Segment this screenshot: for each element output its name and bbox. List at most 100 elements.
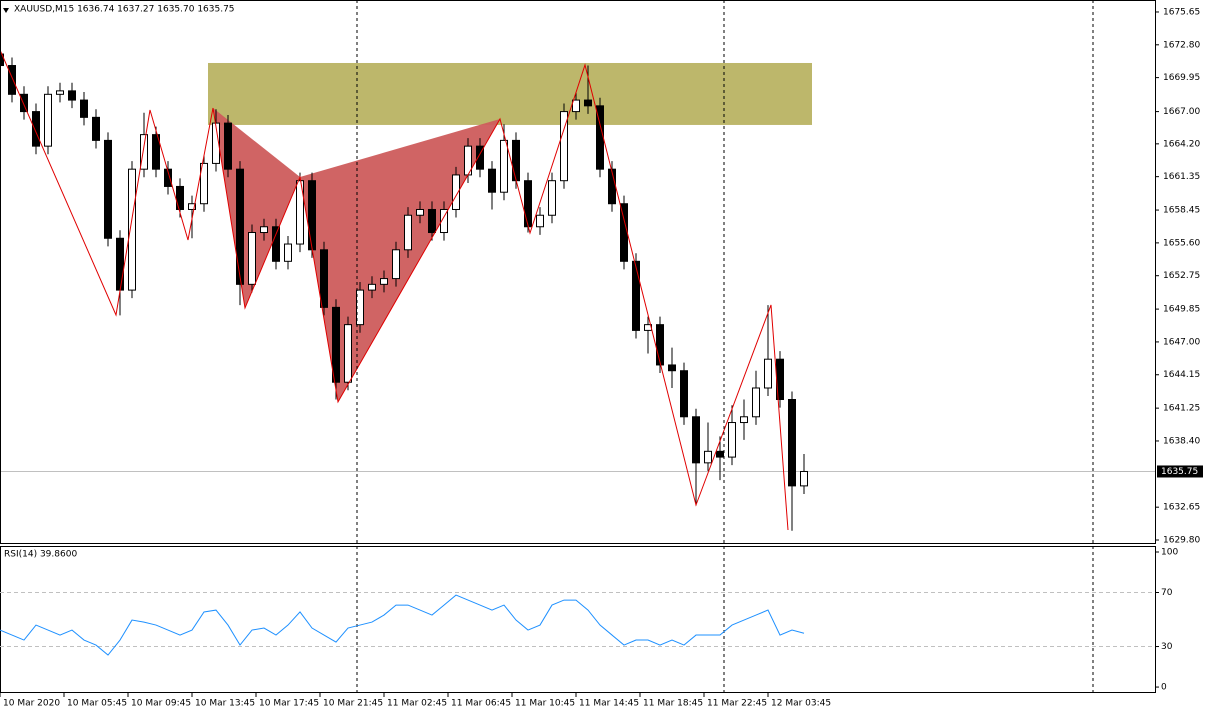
candle-body [572, 99, 580, 113]
x-tick-label: 10 Mar 21:45 [323, 699, 383, 709]
rsi-title: RSI(14) 39.8600 [4, 550, 77, 560]
y-tick-label: 1638.40 [1163, 436, 1200, 446]
candle-body [584, 99, 592, 107]
candle-body [560, 111, 568, 182]
candle-body [128, 168, 136, 291]
candle-body [512, 139, 520, 182]
menu-arrow [3, 8, 9, 13]
last-price-box [1157, 465, 1203, 478]
y-tick-label: 1649.85 [1163, 305, 1200, 315]
candle-body [188, 203, 196, 210]
rsi-tick-label: 100 [1161, 547, 1178, 557]
y-tick-label: 1629.80 [1163, 536, 1200, 546]
x-tick-label: 10 Mar 13:45 [195, 699, 255, 709]
candle-body [764, 358, 772, 389]
y-tick-label: 1647.00 [1163, 337, 1200, 347]
candle-body [284, 243, 292, 262]
candle-body [524, 180, 532, 228]
candle-body [344, 324, 352, 383]
y-tick-label: 1664.20 [1163, 139, 1200, 149]
candle-body [440, 208, 448, 234]
rsi-tick-label: 70 [1161, 588, 1173, 598]
candle-body [416, 208, 424, 216]
candle-body [536, 214, 544, 228]
candle-body [404, 214, 412, 251]
y-tick-label: 1641.25 [1163, 404, 1200, 414]
candle-body [800, 470, 808, 487]
candle-body [320, 249, 328, 308]
candle-body [116, 237, 124, 291]
y-tick-label: 1655.60 [1163, 238, 1200, 248]
candle-body [248, 232, 256, 285]
candle-body [392, 249, 400, 280]
x-tick-label: 11 Mar 10:45 [515, 699, 575, 709]
y-tick-label: 1658.45 [1163, 206, 1200, 216]
candle-body [92, 116, 100, 141]
candle-body [164, 168, 172, 187]
candle-body [308, 180, 316, 251]
candle-body [272, 226, 280, 262]
candle-body [752, 387, 760, 418]
candle-body [548, 180, 556, 216]
last-price-label: 1635.75 [1161, 467, 1198, 477]
candle-body [704, 450, 712, 464]
candle-body [260, 226, 268, 234]
candle-body [176, 185, 184, 210]
candle-body [68, 90, 76, 101]
candle-body [20, 93, 28, 113]
candle-body [788, 399, 796, 487]
candle-body [668, 364, 676, 372]
candle-body [620, 203, 628, 262]
candle-body [500, 139, 508, 193]
candle-body [356, 289, 364, 326]
candle-body [632, 260, 640, 331]
candle-body [380, 278, 388, 285]
candle-body [332, 306, 340, 383]
x-tick-label: 10 Mar 09:45 [131, 699, 191, 709]
candle-body [692, 416, 700, 464]
candle-body [152, 134, 160, 170]
zigzag-line [0, 49, 789, 531]
candle-body [44, 93, 52, 147]
x-tick-label: 10 Mar 17:45 [259, 699, 319, 709]
candle-body [80, 99, 88, 118]
chart-title: XAUUSD,M15 1636.74 1637.27 1635.70 1635.… [14, 5, 235, 15]
x-tick-label: 12 Mar 03:45 [771, 699, 831, 709]
candle-body [728, 422, 736, 458]
x-tick-label: 11 Mar 02:45 [387, 699, 447, 709]
y-tick-label: 1669.95 [1163, 73, 1200, 83]
pattern-triangle [213, 108, 300, 308]
candle-body [200, 162, 208, 205]
main-panel-border [0, 0, 1156, 544]
y-tick-label: 1672.80 [1163, 40, 1200, 50]
candle-body [488, 168, 496, 193]
x-tick-label: 11 Mar 18:45 [643, 699, 703, 709]
candle-body [608, 168, 616, 205]
x-tick-label: 10 Mar 05:45 [67, 699, 127, 709]
candle-body [0, 53, 4, 67]
candle-body [680, 370, 688, 418]
candle-body [56, 90, 64, 95]
x-tick-label: 11 Mar 22:45 [707, 699, 767, 709]
layers [0, 27, 1155, 531]
candle-body [716, 450, 724, 458]
y-tick-label: 1644.15 [1163, 370, 1200, 380]
candle-body [740, 416, 748, 424]
y-tick-label: 1667.00 [1163, 107, 1200, 117]
rsi-panel-border [0, 546, 1156, 693]
candle-body [476, 145, 484, 170]
candle-body [224, 122, 232, 170]
y-tick-label: 1632.65 [1163, 503, 1200, 513]
rsi-tick-label: 0 [1161, 683, 1167, 693]
y-tick-label: 1675.65 [1163, 7, 1200, 17]
candle-body [428, 208, 436, 234]
x-tick-label: 11 Mar 14:45 [579, 699, 639, 709]
candle-body [32, 111, 40, 147]
candle-body [656, 324, 664, 366]
rsi-line [0, 594, 805, 656]
candle-body [452, 174, 460, 210]
x-tick-label: 11 Mar 06:45 [451, 699, 511, 709]
candle-body [236, 168, 244, 285]
candle-body [212, 122, 220, 164]
